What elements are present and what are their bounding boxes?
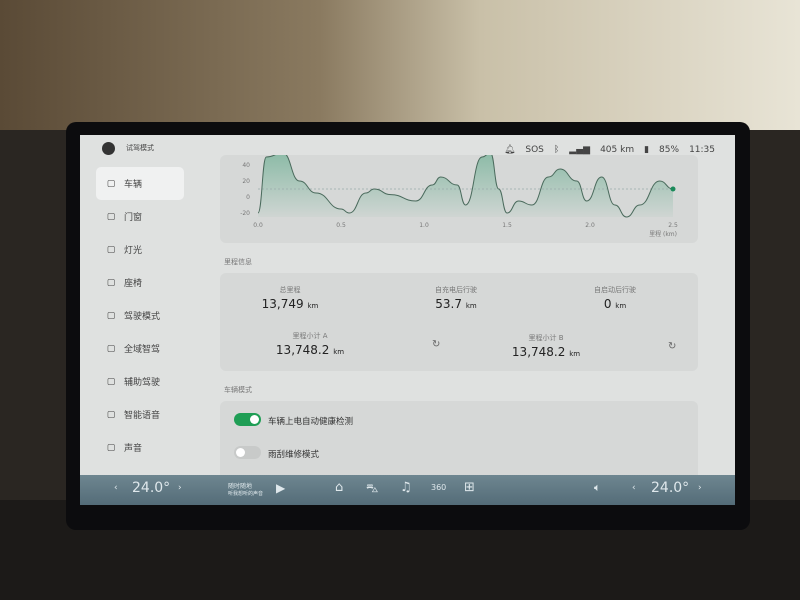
area-fill xyxy=(258,153,673,217)
mic-icon: ▢ xyxy=(106,409,116,420)
status-bar: 试驾模式 🔔︎ SOS ᛒ ▂▄▆ 405 km ▮ 85% 11:35 xyxy=(80,135,735,163)
drive-mode-icon: ▢ xyxy=(106,310,116,321)
x-tick: 1.0 xyxy=(419,222,429,229)
reset-trip-a-button[interactable]: ↻ xyxy=(432,339,441,350)
label: 里程小计 B xyxy=(528,334,564,342)
x-tick: 0.0 xyxy=(253,222,263,229)
sidebar-item-1[interactable]: ▢ 门窗 xyxy=(96,200,184,233)
trip-b: 里程小计 B 13,748.2 km xyxy=(476,333,616,359)
value: 0 km xyxy=(603,297,627,311)
sidebar-item-label: 声音 xyxy=(124,444,143,454)
sidebar: ▢ 车辆 ▢ 门窗 ▢ 灯光 ▢ 座椅 ▢ 驾驶模式 ▢ 全域智驾 ▢ 辅助驾驶 ▢ 智能语音 ▢ 声音 xyxy=(96,167,184,464)
smart-drive-icon: ▢ xyxy=(106,343,116,354)
car-icon: ▢ xyxy=(106,178,116,189)
assist-drive-icon: ▢ xyxy=(106,376,116,387)
range-label: 405 km xyxy=(600,145,635,155)
sidebar-item-label: 智能语音 xyxy=(124,411,161,421)
x-tick: 2.5 xyxy=(668,222,678,229)
signal-icon: ▂▄▆ xyxy=(569,145,591,155)
music-icon[interactable]: ♫ xyxy=(400,480,412,495)
main-content: 40 20 0 -20 0.0 0.5 1.0 1.5 2.0 2.5 里程 (km) 里程信息 总… xyxy=(220,152,698,481)
view-360-button[interactable]: 360 xyxy=(431,483,447,492)
bluetooth-icon[interactable]: ᛒ xyxy=(553,145,560,155)
temp-right[interactable]: 24.0° xyxy=(651,480,690,496)
sidebar-item-label: 全域智驾 xyxy=(124,345,161,355)
volume-icon[interactable]: 🔈︎ xyxy=(594,481,601,494)
drive-mode-label[interactable]: 试驾模式 xyxy=(126,144,154,152)
odometer-section-title: 里程信息 xyxy=(224,258,252,266)
sidebar-item-8[interactable]: ▢ 声音 xyxy=(96,431,184,464)
sidebar-item-0[interactable]: ▢ 车辆 xyxy=(96,167,184,200)
since-charge-mileage: 自充电后行驶 53.7 km xyxy=(386,285,526,311)
current-point xyxy=(670,186,676,192)
sidebar-item-label: 座椅 xyxy=(124,279,143,289)
media-title[interactable]: 随时随地 xyxy=(228,483,253,490)
light-icon: ▢ xyxy=(106,244,116,255)
sidebar-item-3[interactable]: ▢ 座椅 xyxy=(96,266,184,299)
temp-right-increase[interactable]: › xyxy=(698,483,702,493)
sidebar-item-7[interactable]: ▢ 智能语音 xyxy=(96,398,184,431)
sidebar-item-label: 灯光 xyxy=(124,246,143,256)
trip-a: 里程小计 A 13,748.2 km xyxy=(240,331,380,357)
label: 总里程 xyxy=(279,286,301,294)
health-check-toggle[interactable] xyxy=(234,413,261,426)
value: 13,748.2 km xyxy=(511,345,581,359)
home-icon[interactable]: ⌂ xyxy=(335,480,344,495)
car-icon[interactable]: ⛍ xyxy=(366,481,379,495)
sidebar-item-label: 驾驶模式 xyxy=(124,312,161,322)
background-scene xyxy=(0,0,800,130)
vehicle-mode-card: 车辆上电自动健康检测 雨刮维修模式 xyxy=(220,401,698,481)
apps-icon[interactable]: ⊞ xyxy=(464,480,475,495)
sidebar-item-6[interactable]: ▢ 辅助驾驶 xyxy=(96,365,184,398)
seat-icon: ▢ xyxy=(106,277,116,288)
bell-icon[interactable]: 🔔︎ xyxy=(503,145,516,155)
sidebar-item-label: 辅助驾驶 xyxy=(124,378,161,388)
x-tick: 1.5 xyxy=(502,222,512,229)
label: 自启动后行驶 xyxy=(594,286,636,294)
altitude-chart: 40 20 0 -200.0 0.5 1.0 1.5 2.0 2.5里程 (km) xyxy=(240,152,678,238)
assistant-logo-icon[interactable] xyxy=(102,142,115,155)
media-subtitle[interactable]: 听我想听的声音 xyxy=(228,491,264,497)
value: 13,749 km xyxy=(261,297,319,311)
value: 13,748.2 km xyxy=(275,343,345,357)
odometer-card: 总里程 13,749 km 自充电后行驶 53.7 km 自启动后行驶 0 km 里程… xyxy=(220,273,698,371)
time-label: 11:35 xyxy=(689,145,715,155)
sidebar-item-2[interactable]: ▢ 灯光 xyxy=(96,233,184,266)
temp-left-decrease[interactable]: ‹ xyxy=(114,483,118,493)
sidebar-item-5[interactable]: ▢ 全域智驾 xyxy=(96,332,184,365)
x-tick: 0.5 xyxy=(336,222,346,229)
since-start-mileage: 自启动后行驶 0 km xyxy=(545,285,685,311)
sidebar-item-label: 门窗 xyxy=(124,213,143,223)
temp-left-increase[interactable]: › xyxy=(178,483,182,493)
label: 自充电后行驶 xyxy=(435,286,477,294)
wiper-service-label: 雨刮维修模式 xyxy=(268,450,320,460)
door-icon: ▢ xyxy=(106,211,116,222)
speaker-icon: ▢ xyxy=(106,442,116,453)
chart-card: 40 20 0 -20 0.0 0.5 1.0 1.5 2.0 2.5 里程 (km) xyxy=(220,152,698,243)
y-tick: 0 xyxy=(246,194,250,201)
x-axis-label: 里程 (km) xyxy=(649,230,677,238)
series-line xyxy=(257,152,674,218)
y-tick: 20 xyxy=(242,178,250,185)
bottom-dock: ‹ 24.0° › 随时随地 听我想听的声音 ▶ ⌂ ⛍ ♫ 360 ⊞ 🔈︎ … xyxy=(80,475,735,505)
y-tick: -20 xyxy=(240,210,250,217)
y-tick: 40 xyxy=(242,162,250,169)
value: 53.7 km xyxy=(435,297,477,311)
wiper-service-toggle[interactable] xyxy=(234,446,261,459)
temp-left[interactable]: 24.0° xyxy=(132,480,171,496)
sidebar-item-label: 车辆 xyxy=(124,180,143,190)
total-mileage: 总里程 13,749 km xyxy=(220,285,360,311)
play-icon[interactable]: ▶ xyxy=(276,481,286,495)
vehicle-mode-section-title: 车辆模式 xyxy=(224,386,252,394)
sidebar-item-4[interactable]: ▢ 驾驶模式 xyxy=(96,299,184,332)
reset-trip-b-button[interactable]: ↻ xyxy=(668,341,677,352)
x-tick: 2.0 xyxy=(585,222,595,229)
label: 里程小计 A xyxy=(292,332,328,340)
health-check-label: 车辆上电自动健康检测 xyxy=(268,417,354,427)
battery-label: 85% xyxy=(659,145,680,155)
temp-right-decrease[interactable]: ‹ xyxy=(632,483,636,493)
infotainment-screen: 试驾模式 🔔︎ SOS ᛒ ▂▄▆ 405 km ▮ 85% 11:35 ▢ 车辆… xyxy=(80,135,735,505)
sos-label[interactable]: SOS xyxy=(525,145,544,155)
battery-icon: ▮ xyxy=(644,145,650,155)
